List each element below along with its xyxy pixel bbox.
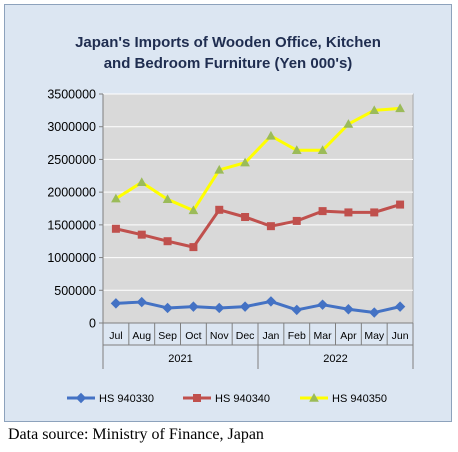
data-point-marker <box>317 145 328 154</box>
x-group-label: 2022 <box>323 353 347 365</box>
x-tick-label: Mar <box>314 330 333 342</box>
x-tick-label: May <box>364 330 385 342</box>
x-tick-label: Oct <box>185 330 201 342</box>
x-tick-label: Sep <box>158 330 177 342</box>
data-point-marker <box>396 200 405 209</box>
axes: 0 500000 1000000 1500000 2000000 2500000 30000… <box>47 88 414 369</box>
data-point-marker <box>111 193 121 203</box>
data-point-marker <box>189 243 198 252</box>
data-point-marker <box>344 208 353 217</box>
data-point-marker <box>162 194 173 204</box>
data-point-marker <box>214 302 225 314</box>
data-point-marker <box>241 213 250 222</box>
y-tick-label: 2500000 <box>47 153 96 167</box>
data-point-marker <box>111 224 120 233</box>
data-point-marker <box>343 304 354 315</box>
data-point-marker <box>317 299 328 310</box>
chart-title-line: Japan's Imports of Wooden Office, Kitche… <box>75 34 381 51</box>
data-point-marker <box>136 177 147 187</box>
series-line <box>115 203 401 249</box>
y-tick-label: 3500000 <box>47 88 96 102</box>
x-tick-label: Feb <box>288 330 306 342</box>
data-point-marker <box>240 157 250 167</box>
data-point-marker <box>291 304 302 316</box>
data-point-marker <box>214 164 225 174</box>
data-point-marker <box>110 298 122 309</box>
data-point-marker <box>369 105 380 115</box>
y-tick-label: 1500000 <box>47 218 96 232</box>
y-tick-label: 1000000 <box>47 251 96 265</box>
series-group <box>111 200 405 252</box>
data-point-marker <box>163 237 172 246</box>
series-group <box>111 103 405 215</box>
data-point-marker <box>136 296 147 308</box>
legend-label: HS 940330 <box>99 393 154 405</box>
y-tick-label: 0 <box>89 317 96 331</box>
data-point-marker <box>266 130 276 140</box>
y-tick-label: 2000000 <box>47 186 96 200</box>
data-point-marker <box>266 222 275 231</box>
data-point-marker <box>395 103 405 113</box>
chart-frame: Japan's Imports of Wooden Office, Kitche… <box>4 4 452 422</box>
series-layer <box>110 103 406 318</box>
line-chart: Japan's Imports of Wooden Office, Kitche… <box>47 34 414 405</box>
legend-label: HS 940340 <box>215 393 270 405</box>
data-point-marker <box>343 119 354 128</box>
chart-title-line: and Bedroom Furniture (Yen 000's) <box>104 55 353 72</box>
x-tick-label: Dec <box>236 330 255 342</box>
data-source-note: Data source: Ministry of Finance, Japan <box>8 426 264 443</box>
series-group <box>110 296 406 318</box>
data-point-marker <box>188 301 199 312</box>
data-point-marker <box>188 205 199 215</box>
x-group-label: 2021 <box>168 353 192 365</box>
x-tick-label: Jun <box>392 330 409 342</box>
x-tick-label: Nov <box>210 330 229 342</box>
series-line <box>115 106 401 212</box>
data-point-marker <box>309 392 319 402</box>
plot-area <box>102 93 414 324</box>
x-tick-label: Jul <box>109 330 122 342</box>
chart-title: Japan's Imports of Wooden Office, Kitche… <box>75 34 381 72</box>
data-point-marker <box>292 216 301 225</box>
data-point-marker <box>265 296 277 307</box>
data-point-marker <box>193 394 201 402</box>
x-tick-label: Apr <box>340 330 357 342</box>
legend-label: HS 940350 <box>332 393 387 405</box>
data-point-marker <box>394 301 406 312</box>
data-point-marker <box>369 307 380 318</box>
data-point-marker <box>137 230 146 239</box>
y-tick-label: 3000000 <box>47 120 96 134</box>
data-point-marker <box>318 207 327 216</box>
data-point-marker <box>75 392 87 404</box>
data-point-marker <box>215 205 224 214</box>
y-tick-label: 500000 <box>54 284 96 298</box>
x-tick-label: Jan <box>262 330 279 342</box>
x-tick-label: Aug <box>132 330 151 342</box>
data-point-marker <box>370 208 379 217</box>
data-point-marker <box>162 302 173 314</box>
legend: HS 940330 HS 940340 HS 940350 <box>67 392 387 405</box>
data-point-marker <box>239 301 251 312</box>
data-point-marker <box>291 145 302 154</box>
